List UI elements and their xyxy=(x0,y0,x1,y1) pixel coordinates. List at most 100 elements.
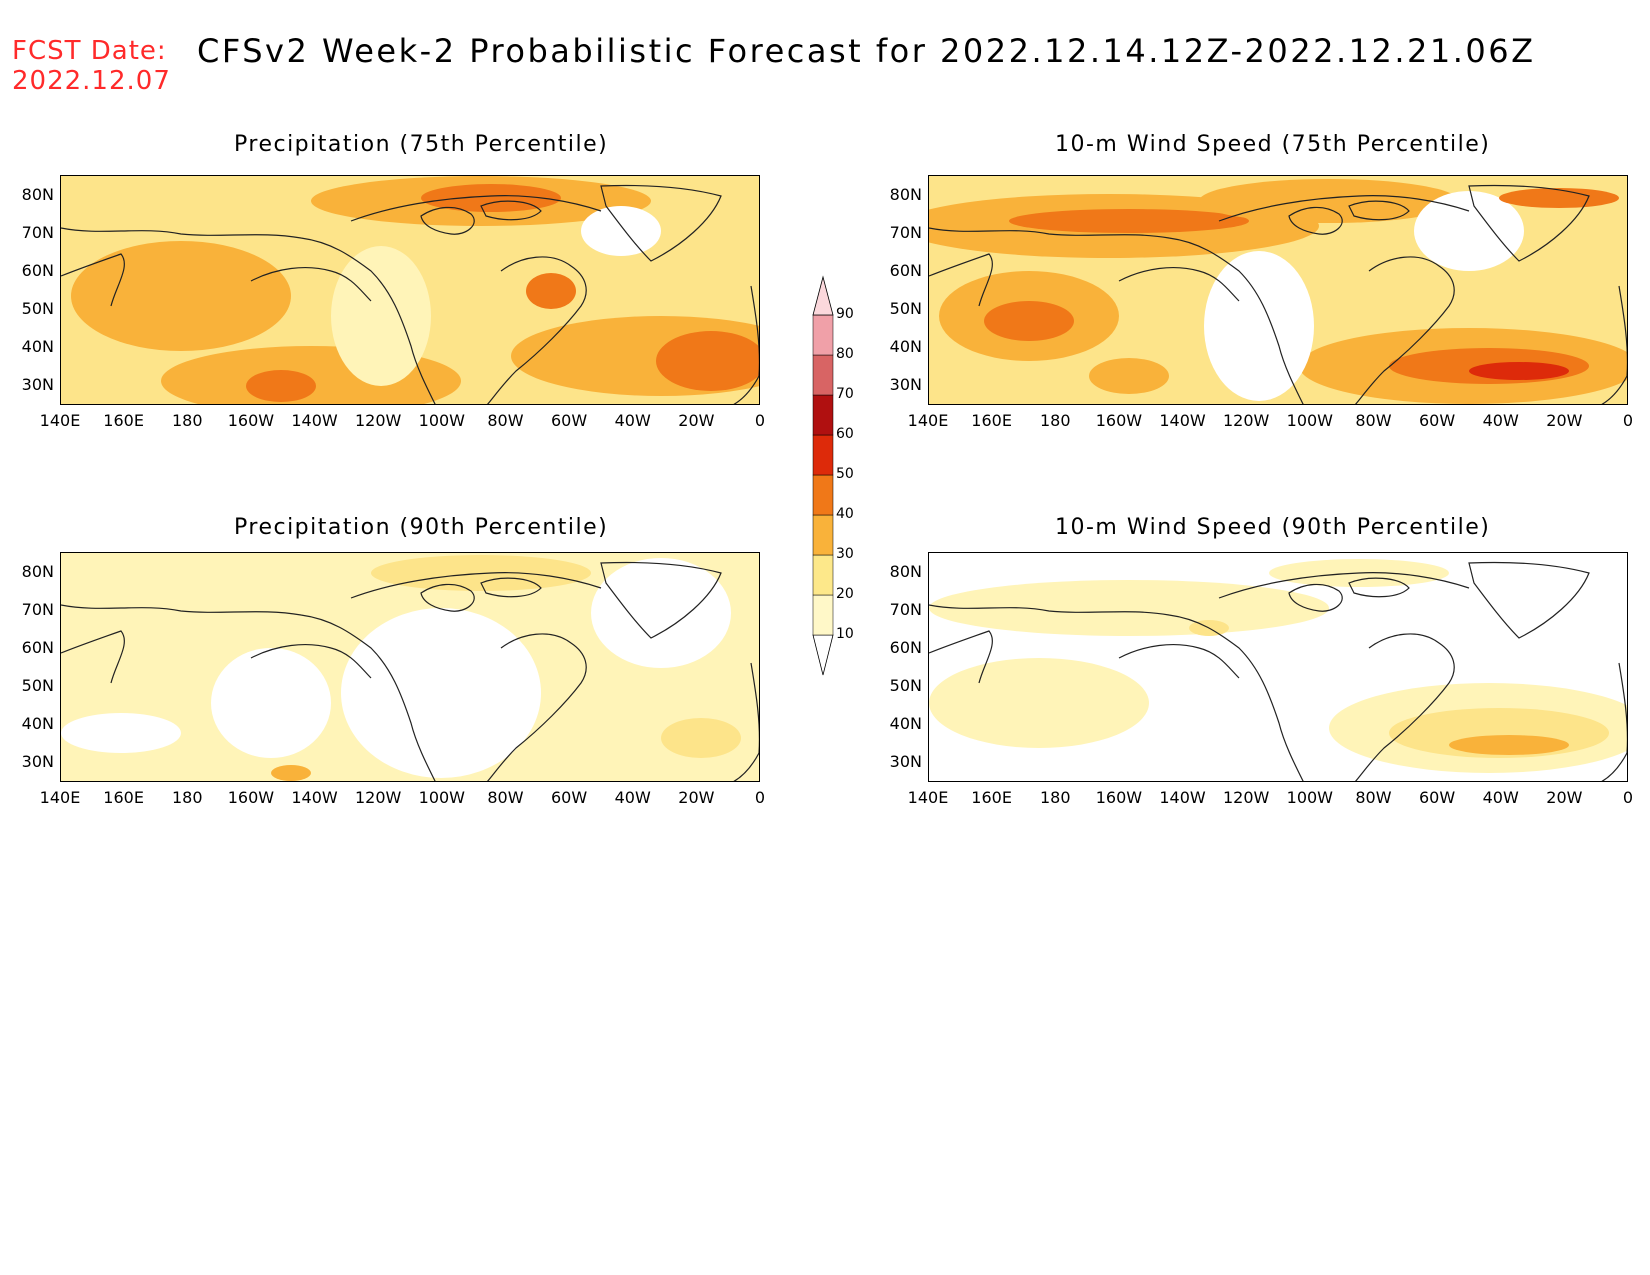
map-wind-75-field xyxy=(929,176,1627,404)
map-wind-75 xyxy=(928,175,1628,405)
panel-title-wind-75: 10-m Wind Speed (75th Percentile) xyxy=(1055,132,1491,157)
fcst-date-value: 2022.12.07 xyxy=(12,66,171,96)
colorbar-svg xyxy=(812,275,834,676)
lat-tick-label: 60N xyxy=(21,638,54,657)
lon-tick-label: 0 xyxy=(1622,788,1634,807)
coastline xyxy=(61,630,125,684)
probability-contour-fill xyxy=(271,765,311,781)
lon-tick-label: 40W xyxy=(1482,788,1519,807)
coastline xyxy=(1355,633,1455,781)
lon-tick-label: 180 xyxy=(1039,411,1071,430)
lat-tick-label: 70N xyxy=(21,223,54,242)
lat-tick-label: 60N xyxy=(889,638,922,657)
coastline xyxy=(1288,583,1343,612)
probability-contour-fill xyxy=(1414,191,1524,271)
lon-tick-label: 20W xyxy=(1546,411,1583,430)
lon-tick-label: 140E xyxy=(39,788,81,807)
lon-tick-label: 120W xyxy=(354,788,402,807)
colorbar-level-label: 60 xyxy=(836,426,854,442)
colorbar-segment xyxy=(812,314,834,356)
lon-tick-label: 140W xyxy=(291,788,338,807)
probability-contour-fill xyxy=(1089,358,1169,394)
probability-contour-fill xyxy=(1499,188,1619,208)
fcst-date-label: FCST Date: xyxy=(12,36,167,66)
lat-tick-label: 80N xyxy=(21,562,54,581)
colorbar-segment xyxy=(812,394,834,436)
coastline xyxy=(1118,644,1240,679)
probability-contour-fill xyxy=(929,658,1149,748)
coastline xyxy=(600,184,722,262)
lon-tick-label: 160E xyxy=(103,411,144,430)
lon-tick-label: 0 xyxy=(754,788,766,807)
panel-title-wind-90: 10-m Wind Speed (90th Percentile) xyxy=(1055,515,1491,540)
lat-tick-label: 30N xyxy=(21,375,54,394)
map-wind-90-field xyxy=(929,553,1627,781)
lat-tick-label: 40N xyxy=(21,337,54,356)
colorbar-segment xyxy=(812,434,834,476)
panel-title-precip-75: Precipitation (75th Percentile) xyxy=(234,132,609,157)
lon-tick-label: 80W xyxy=(1355,788,1392,807)
coastline xyxy=(1288,206,1343,235)
coastline xyxy=(929,253,993,307)
coastline xyxy=(350,572,602,599)
lon-tick-label: 0 xyxy=(754,411,766,430)
lon-tick-label: 160W xyxy=(1095,788,1143,807)
coastline xyxy=(350,195,602,222)
lon-tick-label: 120W xyxy=(1222,788,1270,807)
panel-title-precip-90: Precipitation (90th Percentile) xyxy=(234,515,609,540)
lon-tick-label: 160W xyxy=(227,788,275,807)
colorbar-level-label: 10 xyxy=(836,626,854,642)
lat-tick-label: 30N xyxy=(889,752,922,771)
coastline xyxy=(487,633,587,781)
lat-tick-label: 50N xyxy=(21,676,54,695)
lon-tick-label: 0 xyxy=(1622,411,1634,430)
probability-contour-fill xyxy=(581,206,661,256)
probability-contour-fill xyxy=(421,184,561,212)
lat-tick-label: 60N xyxy=(21,261,54,280)
colorbar-level-label: 20 xyxy=(836,586,854,602)
lon-tick-label: 160W xyxy=(1095,411,1143,430)
lon-tick-label: 140W xyxy=(1159,411,1206,430)
lon-tick-label: 160E xyxy=(971,788,1012,807)
coastline xyxy=(420,206,475,235)
colorbar-level-label: 90 xyxy=(836,306,854,322)
lat-tick-label: 50N xyxy=(889,676,922,695)
lon-tick-label: 40W xyxy=(1482,411,1519,430)
colorbar-segment xyxy=(812,594,834,636)
lon-tick-label: 80W xyxy=(487,411,524,430)
coastline xyxy=(250,644,372,679)
probability-contour-fill xyxy=(331,246,431,386)
lon-tick-label: 60W xyxy=(1418,411,1456,430)
coastline xyxy=(420,583,475,612)
colorbar-level-label: 50 xyxy=(836,466,854,482)
lon-tick-label: 40W xyxy=(614,411,651,430)
coastline xyxy=(929,604,1304,781)
probability-contour-fill xyxy=(1449,735,1569,755)
lon-tick-label: 40W xyxy=(614,788,651,807)
probability-contour-fill xyxy=(71,241,291,351)
coastline xyxy=(1348,577,1410,598)
lon-tick-label: 100W xyxy=(418,411,465,430)
lon-tick-label: 180 xyxy=(171,788,203,807)
coastline xyxy=(929,630,993,684)
lon-tick-label: 60W xyxy=(550,788,588,807)
colorbar-segment xyxy=(812,354,834,396)
colorbar-upper-extension xyxy=(812,275,834,316)
lon-tick-label: 60W xyxy=(1418,788,1456,807)
lon-tick-label: 140E xyxy=(39,411,81,430)
lat-tick-label: 80N xyxy=(889,562,922,581)
lat-tick-label: 50N xyxy=(889,299,922,318)
probability-contour-fill xyxy=(591,558,731,668)
coastline xyxy=(480,200,542,221)
coastline xyxy=(929,227,1304,404)
colorbar-level-label: 80 xyxy=(836,346,854,362)
lat-tick-label: 60N xyxy=(889,261,922,280)
colorbar-level-label: 30 xyxy=(836,546,854,562)
lon-tick-label: 180 xyxy=(1039,788,1071,807)
probability-contour-fill xyxy=(526,273,576,309)
lat-tick-label: 30N xyxy=(21,752,54,771)
probability-contour-fill xyxy=(1009,209,1249,233)
colorbar-lower-extension xyxy=(812,634,834,676)
coastline xyxy=(1218,572,1470,599)
colorbar-level-label: 40 xyxy=(836,506,854,522)
